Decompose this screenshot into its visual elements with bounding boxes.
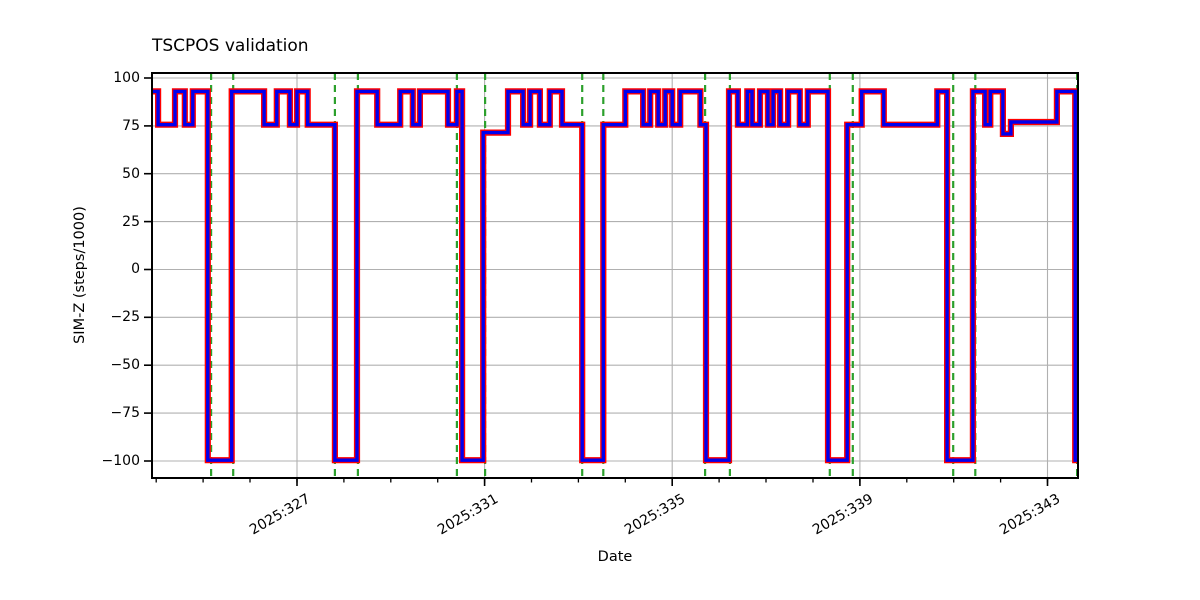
y-tick-label: 50 <box>122 165 140 182</box>
y-tick-label: −75 <box>110 405 140 422</box>
series-red-underlay <box>152 88 1078 464</box>
y-tick-label: 25 <box>122 213 140 230</box>
chart-title: TSCPOS validation <box>152 36 309 56</box>
y-tick-label: 100 <box>113 69 140 86</box>
y-tick-label: 0 <box>131 261 140 278</box>
x-axis-label: Date <box>597 549 633 565</box>
y-tick-label: −50 <box>110 357 140 374</box>
series-blue-overlay <box>152 89 1078 462</box>
y-tick-label: −25 <box>110 309 140 326</box>
y-tick-label: −100 <box>101 452 140 469</box>
axes-spines <box>151 72 1079 479</box>
y-tick-label: 75 <box>122 117 140 134</box>
